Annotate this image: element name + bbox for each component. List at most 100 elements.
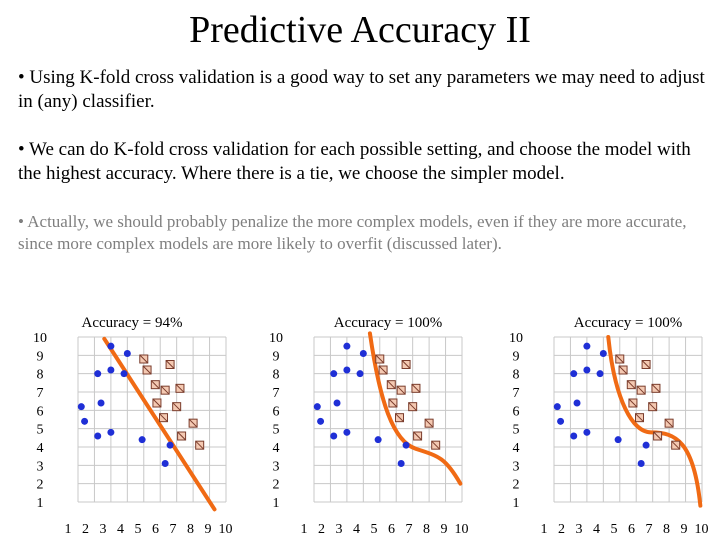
data-point-circle (583, 366, 591, 374)
data-point-circle (107, 342, 115, 350)
data-point-circle (343, 342, 351, 350)
data-point-square (413, 431, 423, 441)
y-tick-label: 5 (37, 423, 44, 438)
data-point-circle (313, 403, 321, 411)
data-point-circle (573, 399, 581, 407)
data-point-square (172, 402, 182, 412)
data-point-square (408, 402, 418, 412)
x-tick-label: 7 (646, 522, 653, 537)
chart-title: Accuracy = 94% (82, 315, 183, 331)
data-point-circle (94, 370, 102, 378)
data-point-circle (570, 370, 578, 378)
bullet-choose-model: • We can do K-fold cross validation for … (18, 139, 691, 184)
y-tick-label: 2 (513, 478, 520, 493)
y-tick-label: 7 (513, 386, 520, 401)
data-point-square (177, 431, 187, 441)
data-point-square (142, 365, 152, 375)
y-tick-label: 8 (513, 368, 520, 383)
y-tick-label: 2 (37, 478, 44, 493)
y-tick-label: 4 (273, 441, 280, 456)
data-point-square (378, 365, 388, 375)
data-point-square (401, 360, 411, 369)
x-tick-label: 1 (541, 522, 548, 537)
data-point-square (424, 418, 434, 428)
data-point-square (396, 385, 406, 395)
data-point-circle (97, 399, 105, 407)
data-point-square (411, 383, 421, 393)
data-point-square (653, 431, 663, 441)
data-point-square (651, 383, 661, 393)
data-point-circle (596, 370, 604, 378)
y-tick-label: 3 (273, 459, 280, 474)
data-point-square (648, 402, 658, 412)
y-tick-label: 5 (273, 423, 280, 438)
data-point-circle (330, 432, 338, 440)
x-tick-label: 9 (441, 522, 448, 537)
data-point-circle (81, 417, 89, 425)
y-tick-label: 10 (509, 331, 523, 346)
data-point-square (636, 385, 646, 395)
data-point-circle (333, 399, 341, 407)
data-point-square (671, 440, 681, 450)
data-point-circle (317, 417, 325, 425)
x-tick-label: 5 (371, 522, 378, 537)
x-tick-label: 1 (301, 522, 308, 537)
data-point-circle (583, 342, 591, 350)
y-tick-label: 8 (273, 368, 280, 383)
y-tick-label: 9 (273, 349, 280, 364)
data-point-circle (614, 436, 622, 444)
charts-area: Accuracy = 94% 10 9 8 7 6 5 4 3 2 1 1 2 3 4 5 6 7 8 9 10 Accu… (0, 300, 720, 540)
data-point-circle (166, 441, 174, 449)
x-tick-label: 3 (576, 522, 583, 537)
x-tick-label: 8 (423, 522, 430, 537)
data-point-square (195, 440, 205, 450)
data-point-square (150, 380, 160, 390)
chart-title: Accuracy = 100% (574, 315, 682, 331)
data-point-circle (553, 403, 561, 411)
data-point-square (641, 360, 651, 369)
decision-boundary (606, 335, 703, 508)
data-point-circle (138, 436, 146, 444)
x-tick-label: 1 (65, 522, 72, 537)
x-tick-label: 8 (187, 522, 194, 537)
y-tick-label: 9 (37, 349, 44, 364)
y-tick-label: 1 (37, 496, 44, 511)
chart-title: Accuracy = 100% (334, 315, 442, 331)
x-tick-label: 4 (353, 522, 360, 537)
y-tick-label: 6 (273, 404, 280, 419)
data-point-square (664, 418, 674, 428)
data-point-square (615, 354, 625, 364)
data-point-circle (356, 370, 364, 378)
y-tick-label: 7 (37, 386, 44, 401)
x-tick-label: 3 (100, 522, 107, 537)
x-tick-label: 5 (611, 522, 618, 537)
x-tick-label: 10 (455, 522, 469, 537)
x-tick-label: 6 (628, 522, 635, 537)
data-point-square (386, 380, 396, 390)
y-tick-label: 4 (513, 441, 520, 456)
data-point-circle (120, 370, 128, 378)
x-tick-label: 9 (205, 522, 212, 537)
data-point-square (152, 398, 162, 408)
y-tick-label: 1 (273, 496, 280, 511)
data-point-circle (343, 428, 351, 436)
x-tick-label: 4 (117, 522, 124, 537)
slide-title: Predictive Accuracy II (189, 9, 531, 51)
data-point-circle (402, 441, 410, 449)
x-tick-label: 7 (170, 522, 177, 537)
y-tick-label: 6 (37, 404, 44, 419)
x-tick-label: 3 (336, 522, 343, 537)
data-point-circle (107, 428, 115, 436)
y-tick-label: 3 (37, 459, 44, 474)
data-point-square (165, 360, 175, 369)
y-tick-label: 7 (273, 386, 280, 401)
data-point-square (618, 365, 628, 375)
decision-boundary (367, 331, 463, 486)
x-tick-label: 2 (318, 522, 325, 537)
x-tick-label: 7 (406, 522, 413, 537)
y-tick-label: 10 (33, 331, 47, 346)
data-point-circle (330, 370, 338, 378)
y-tick-label: 8 (37, 368, 44, 383)
